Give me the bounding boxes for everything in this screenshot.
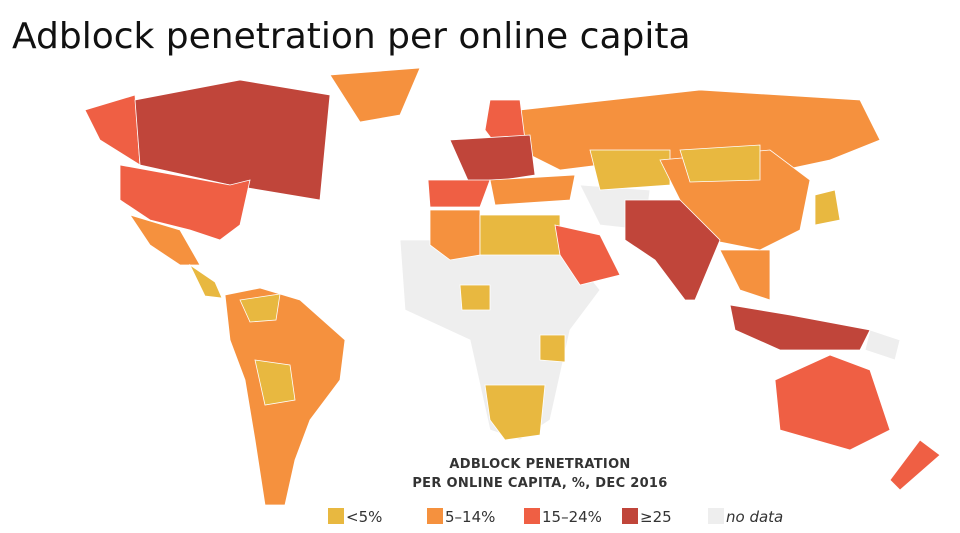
legend: <5% 5–14% 15–24% ≥25 no data [328, 508, 783, 526]
legend-swatch [524, 508, 540, 524]
venezuela-colombia [239, 293, 281, 323]
nigeria [459, 284, 491, 311]
india [624, 199, 721, 301]
indonesia [729, 304, 871, 351]
legend-swatch [708, 508, 724, 524]
legend-label: <5% [346, 508, 382, 526]
western-europe [427, 179, 491, 208]
new-zealand [889, 439, 941, 491]
greenland [329, 67, 421, 123]
legend-title: PER ONLINE CAPITA, %, DEC 2016 [412, 476, 667, 491]
southern-africa [484, 384, 546, 441]
saudi-arabia [554, 224, 621, 286]
southeast-europe [489, 174, 576, 206]
southeast-asia [719, 249, 771, 301]
legend-swatch [328, 508, 344, 524]
legend-label: no data [726, 508, 783, 526]
legend-label: 15–24% [542, 508, 602, 526]
alaska [84, 94, 141, 166]
libya-egypt [479, 214, 561, 256]
japan [814, 189, 841, 226]
mongolia [679, 144, 761, 183]
papua-new-guinea [864, 329, 901, 361]
central-america [188, 263, 223, 299]
canada [134, 79, 331, 201]
usa [119, 164, 251, 241]
central-europe [449, 134, 536, 186]
legend-swatch [427, 508, 443, 524]
australia [774, 354, 891, 451]
bolivia [254, 359, 296, 406]
legend-label: 5–14% [445, 508, 495, 526]
title: Adblock penetration per online capita [12, 16, 691, 57]
algeria [429, 209, 481, 261]
tanzania [539, 334, 566, 363]
world-map [84, 67, 941, 506]
legend-title: ADBLOCK PENETRATION [449, 457, 630, 472]
legend-swatch [622, 508, 638, 524]
kazakhstan [589, 149, 671, 191]
legend-label: ≥25 [640, 508, 672, 526]
